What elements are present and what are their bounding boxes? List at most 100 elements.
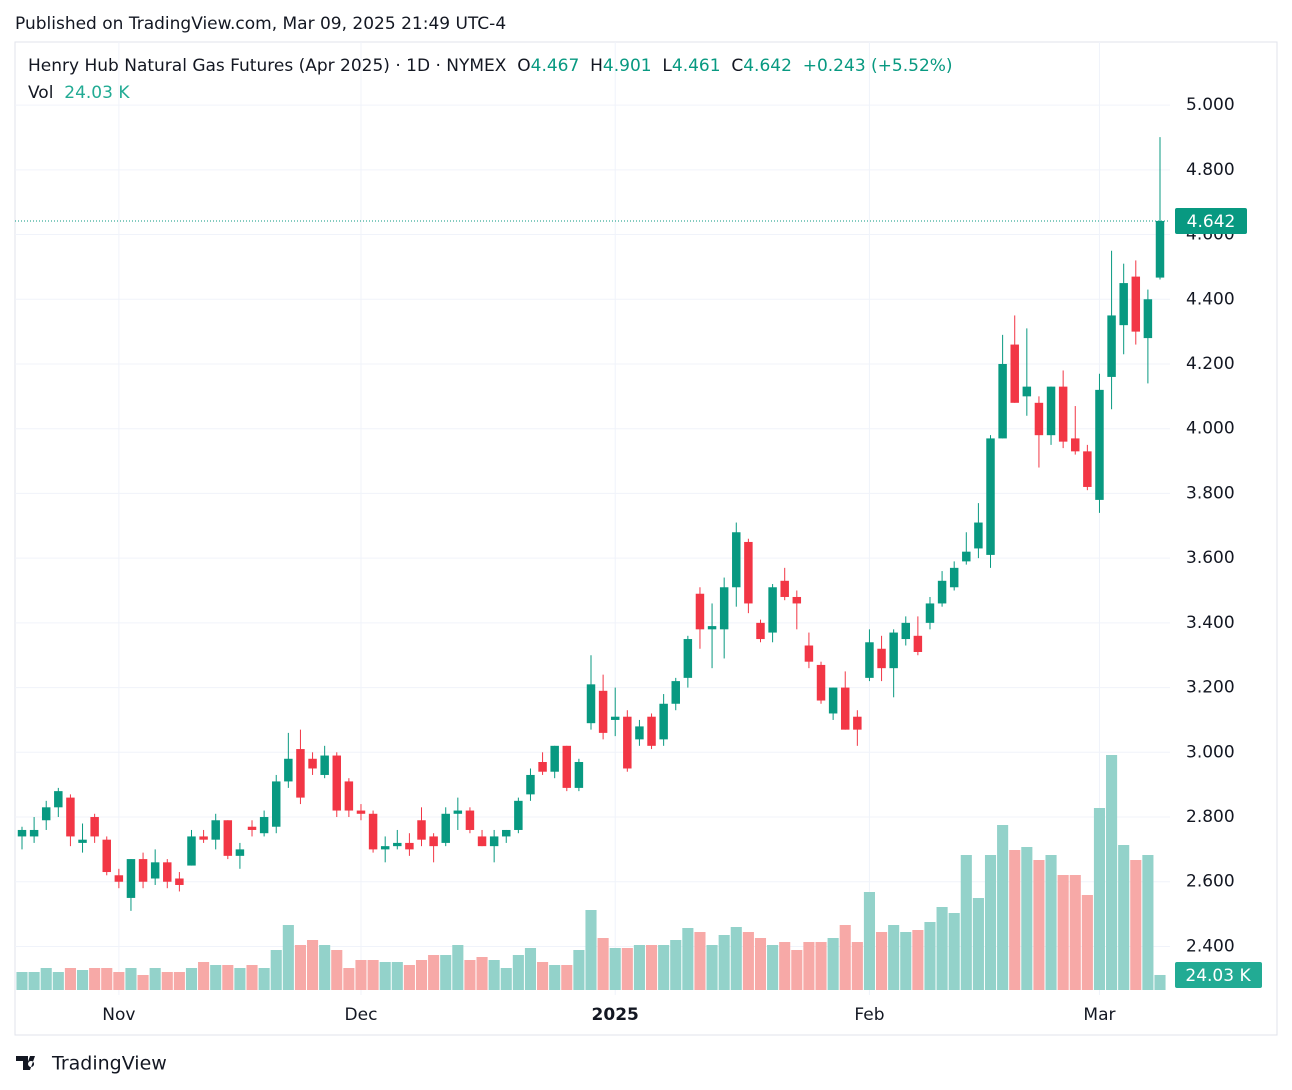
legend-key: C bbox=[731, 56, 744, 76]
candle-body bbox=[477, 836, 487, 847]
legend-low: 4.461 bbox=[671, 56, 721, 76]
volume-bar bbox=[658, 945, 670, 990]
candle-body bbox=[889, 632, 898, 669]
volume-bar bbox=[391, 962, 403, 990]
candle-body bbox=[647, 716, 656, 746]
volume-bar bbox=[294, 945, 306, 990]
candle-body bbox=[671, 681, 680, 704]
volume-bar bbox=[585, 910, 597, 990]
volume-bar bbox=[52, 972, 64, 990]
volume-bar bbox=[343, 968, 355, 990]
candle-body bbox=[163, 862, 172, 882]
volume-bar bbox=[222, 965, 234, 990]
volume-bar bbox=[718, 935, 730, 990]
volume-bar bbox=[1142, 855, 1154, 990]
legend-line: Henry Hub Natural Gas Futures (Apr 2025)… bbox=[28, 56, 953, 76]
volume-bar bbox=[1130, 860, 1142, 990]
candle-body bbox=[853, 716, 862, 730]
volume-bar bbox=[984, 855, 997, 990]
candle-body bbox=[296, 749, 305, 798]
volume-bar bbox=[113, 972, 125, 990]
candle-body bbox=[974, 522, 983, 549]
legend-key: H bbox=[590, 56, 603, 76]
candle-body bbox=[877, 648, 886, 669]
candle-body bbox=[1046, 386, 1056, 436]
candle-body bbox=[1143, 299, 1153, 339]
candle-body bbox=[756, 622, 765, 640]
candle-body bbox=[102, 839, 111, 873]
volume-bar bbox=[428, 955, 440, 990]
volume-bar bbox=[16, 972, 28, 990]
y-tick-label: 5.000 bbox=[1186, 95, 1235, 115]
brand-logo bbox=[16, 1056, 35, 1070]
candle-body bbox=[744, 541, 753, 604]
candle-body bbox=[54, 791, 63, 808]
volume-bar bbox=[282, 925, 294, 990]
volume-bar bbox=[367, 960, 379, 990]
volume-bar bbox=[1033, 860, 1045, 990]
volume-bar bbox=[537, 962, 549, 990]
candle-body bbox=[828, 687, 838, 714]
candle-body bbox=[489, 836, 499, 847]
candle-body bbox=[223, 820, 233, 856]
volume-bar bbox=[101, 968, 113, 990]
volume-bar bbox=[173, 972, 185, 990]
candle-body bbox=[1083, 451, 1092, 487]
y-tick-label: 3.400 bbox=[1186, 613, 1235, 633]
legend-change-pct: (+5.52%) bbox=[871, 56, 953, 76]
volume-bar bbox=[682, 928, 694, 990]
candle-body bbox=[211, 820, 220, 840]
candle-body bbox=[199, 836, 208, 840]
volume-bar bbox=[791, 950, 803, 990]
volume-bar bbox=[851, 942, 863, 990]
volume-bar bbox=[270, 950, 282, 990]
candle-body bbox=[380, 846, 390, 850]
volume-tag-label: 24.03 K bbox=[1185, 966, 1251, 986]
volume-bar bbox=[742, 932, 754, 990]
volume-bar bbox=[125, 968, 137, 990]
volume-bar bbox=[234, 968, 246, 990]
candle-body bbox=[683, 639, 693, 678]
volume-bar bbox=[549, 965, 561, 990]
volume-bar bbox=[76, 970, 89, 990]
candle-body bbox=[635, 726, 644, 740]
x-tick-label: 2025 bbox=[592, 1005, 639, 1025]
volume-bar bbox=[839, 925, 851, 990]
candle-body bbox=[271, 781, 281, 827]
volume-bar bbox=[185, 968, 198, 990]
candle-body bbox=[150, 862, 160, 879]
volume-bar bbox=[198, 962, 210, 990]
candle-body bbox=[502, 829, 511, 837]
candle-body bbox=[840, 687, 850, 730]
volume-bar bbox=[900, 932, 912, 990]
volume-bar bbox=[573, 950, 585, 990]
candle-body bbox=[1119, 283, 1128, 326]
volume-bar bbox=[512, 955, 524, 990]
candle-body bbox=[259, 817, 269, 834]
volume-bar bbox=[767, 945, 779, 990]
candle-body bbox=[356, 810, 366, 814]
volume-bar bbox=[40, 968, 52, 990]
volume-bar bbox=[1093, 808, 1106, 990]
volume-bar bbox=[355, 960, 367, 990]
candle-body bbox=[780, 580, 789, 597]
candle-body bbox=[574, 762, 584, 788]
candle-body bbox=[986, 438, 995, 555]
candle-body bbox=[1095, 389, 1104, 500]
volume-bar bbox=[1045, 855, 1057, 990]
candle-body bbox=[514, 800, 523, 830]
candle-body bbox=[405, 842, 414, 850]
volume-bar bbox=[888, 925, 900, 990]
candle-body bbox=[29, 829, 39, 837]
volume-bar bbox=[670, 940, 682, 990]
x-tick-label: Nov bbox=[102, 1005, 135, 1025]
candle-body bbox=[586, 684, 596, 724]
candle-body bbox=[235, 849, 245, 856]
candle-body bbox=[41, 807, 51, 821]
y-tick-label: 4.800 bbox=[1186, 160, 1235, 180]
volume-bar bbox=[488, 960, 500, 990]
volume-bar bbox=[621, 948, 633, 990]
candle-body bbox=[792, 596, 802, 604]
candle-body bbox=[804, 645, 814, 662]
y-tick-label: 3.200 bbox=[1186, 678, 1235, 698]
